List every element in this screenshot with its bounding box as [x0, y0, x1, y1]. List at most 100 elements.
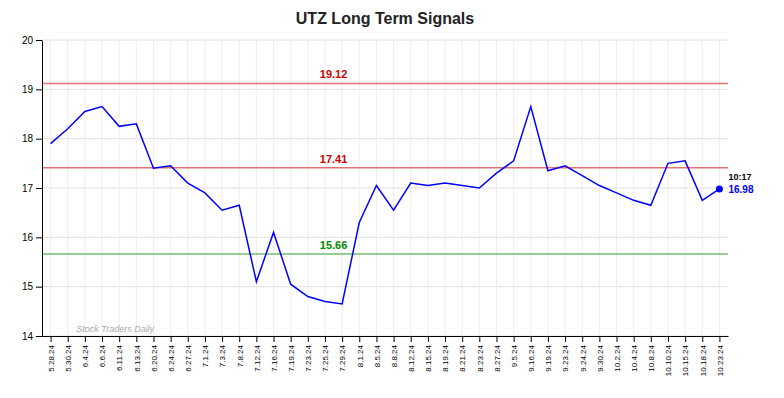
- y-tick-mark: [36, 139, 42, 140]
- x-tick-mark: [445, 336, 446, 342]
- x-tick-mark: [188, 336, 189, 342]
- y-axis: 14151617181920: [22, 35, 43, 342]
- x-tick-label: 10.18.24: [699, 344, 708, 376]
- x-tick-label: 10.8.24: [647, 344, 656, 371]
- x-tick: 6.13.24: [133, 336, 142, 372]
- x-tick: 10.2.24: [613, 336, 622, 372]
- grid-line-x: [547, 40, 548, 336]
- x-tick-label: 6.13.24: [133, 344, 142, 371]
- x-tick: 7.8.24: [236, 336, 245, 367]
- grid-line-y: [42, 237, 728, 238]
- grid-line-y: [42, 40, 728, 41]
- grid-line-x: [616, 40, 617, 336]
- x-tick-mark: [325, 336, 326, 342]
- x-tick-mark: [719, 336, 720, 342]
- grid-line-x: [256, 40, 257, 336]
- y-tick: 16: [22, 232, 42, 243]
- x-tick-label: 7.23.24: [304, 344, 313, 371]
- grid-line-x: [153, 40, 154, 336]
- grid-line-x: [513, 40, 514, 336]
- grid-line-x: [685, 40, 686, 336]
- x-tick: 7.1.24: [201, 336, 210, 367]
- reference-line: [42, 167, 728, 169]
- grid-line-x: [530, 40, 531, 336]
- grid-line-x: [393, 40, 394, 336]
- x-tick-mark: [68, 336, 69, 342]
- watermark: Stock Traders Daily: [76, 324, 154, 334]
- x-tick-mark: [308, 336, 309, 342]
- x-tick: 7.3.24: [218, 336, 227, 367]
- y-tick-mark: [36, 89, 42, 90]
- grid-line-y: [42, 138, 728, 139]
- y-tick-label: 14: [22, 331, 34, 342]
- x-tick-mark: [702, 336, 703, 342]
- grid-line-y: [42, 188, 728, 189]
- x-tick: 9.30.24: [596, 336, 605, 372]
- y-tick-label: 15: [22, 281, 34, 292]
- x-tick: 10.10.24: [664, 336, 673, 376]
- grid-line-x: [67, 40, 68, 336]
- x-tick: 7.29.24: [338, 336, 347, 372]
- grid-line-x: [50, 40, 51, 336]
- grid-line-x: [445, 40, 446, 336]
- x-tick-mark: [582, 336, 583, 342]
- x-tick-mark: [685, 336, 686, 342]
- x-tick: 6.11.24: [115, 336, 124, 371]
- y-tick-mark: [36, 336, 42, 337]
- x-tick: 9.19.24: [544, 336, 553, 372]
- last-point: [716, 185, 723, 192]
- end-time-label: 10:17: [728, 172, 751, 182]
- plot-root: 141516171819205.28.245.30.246.4.246.6.24…: [22, 35, 754, 376]
- x-tick-label: 10.10.24: [664, 344, 673, 376]
- x-tick: 9.16.24: [527, 336, 536, 372]
- x-tick: 10.23.24: [716, 336, 725, 376]
- x-tick-label: 10.23.24: [716, 344, 725, 376]
- x-tick: 8.19.24: [441, 336, 450, 372]
- y-tick-label: 16: [22, 232, 34, 243]
- grid: [42, 40, 728, 336]
- chart-svg: 141516171819205.28.245.30.246.4.246.6.24…: [0, 0, 784, 398]
- grid-line-x: [307, 40, 308, 336]
- x-tick-mark: [394, 336, 395, 342]
- x-tick-label: 8.19.24: [441, 344, 450, 371]
- y-tick: 20: [22, 35, 42, 46]
- grid-line-x: [222, 40, 223, 336]
- x-tick-label: 7.19.24: [287, 344, 296, 371]
- x-tick: 7.25.24: [321, 336, 330, 372]
- grid-line-x: [565, 40, 566, 336]
- grid-line-x: [239, 40, 240, 336]
- x-tick-mark: [85, 336, 86, 342]
- x-tick-label: 7.12.24: [253, 344, 262, 371]
- x-tick-label: 8.15.24: [424, 344, 433, 371]
- x-tick-mark: [119, 336, 120, 342]
- y-tick-mark: [36, 40, 42, 41]
- x-tick: 8.15.24: [424, 336, 433, 372]
- x-tick-label: 8.1.24: [356, 344, 365, 367]
- x-tick-label: 8.5.24: [373, 344, 382, 367]
- x-tick-label: 8.23.24: [476, 344, 485, 371]
- grid-line-x: [102, 40, 103, 336]
- x-tick-mark: [102, 336, 103, 342]
- price-line: [51, 107, 720, 304]
- x-tick: 7.12.24: [253, 336, 262, 372]
- grid-line-x: [496, 40, 497, 336]
- x-tick-mark: [496, 336, 497, 342]
- grid-line-x: [290, 40, 291, 336]
- y-tick-mark: [36, 237, 42, 238]
- x-tick-mark: [359, 336, 360, 342]
- x-tick-label: 10.15.24: [681, 344, 690, 376]
- x-tick-mark: [668, 336, 669, 342]
- x-tick-label: 6.6.24: [98, 344, 107, 367]
- y-tick-label: 19: [22, 84, 34, 95]
- x-tick-label: 5.28.24: [47, 344, 56, 371]
- x-tick-mark: [462, 336, 463, 342]
- reference-label: 17.41: [320, 153, 348, 165]
- x-tick-mark: [634, 336, 635, 342]
- x-tick: 8.12.24: [407, 336, 416, 372]
- x-tick-mark: [291, 336, 292, 342]
- x-tick-mark: [548, 336, 549, 342]
- grid-line-x: [650, 40, 651, 336]
- x-tick-label: 8.8.24: [390, 344, 399, 367]
- grid-line-x: [324, 40, 325, 336]
- x-axis: 5.28.245.30.246.4.246.6.246.11.246.13.24…: [43, 336, 729, 376]
